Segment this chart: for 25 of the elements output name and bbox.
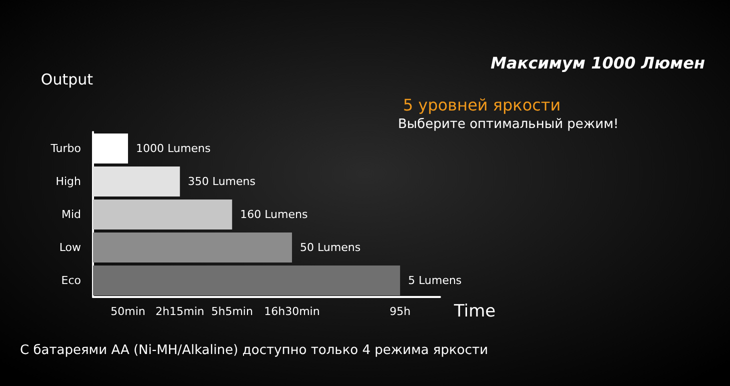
annotation: 50 Lumens bbox=[300, 241, 361, 254]
text: 5h5min bbox=[211, 305, 253, 318]
text: 16h30min bbox=[264, 305, 320, 318]
text: 5 уровней яркости bbox=[403, 96, 561, 114]
annotation: 160 Lumens bbox=[240, 208, 308, 221]
y-tick-label: Low bbox=[59, 241, 81, 254]
annotation: 1000 Lumens bbox=[136, 142, 211, 155]
y-tick-label: High bbox=[56, 175, 82, 188]
bar bbox=[93, 232, 292, 263]
y-axis-title: Output bbox=[40, 70, 94, 88]
text: 95h bbox=[390, 305, 411, 318]
y-tick-label: Mid bbox=[61, 208, 81, 221]
annotation: Выберите оптимальный режим! bbox=[398, 117, 619, 132]
text: Максимум 1000 Люмен bbox=[490, 54, 705, 72]
text: С батареями AA (Ni-MH/Alkaline) доступно только 4 режима яркости bbox=[20, 343, 488, 358]
text: 2h15min bbox=[156, 305, 204, 318]
annotation: 350 Lumens bbox=[188, 175, 256, 188]
y-tick-label: Turbo bbox=[50, 142, 82, 155]
bar bbox=[93, 265, 400, 296]
x-axis-title: Time bbox=[453, 302, 496, 322]
text: 50min bbox=[110, 305, 146, 318]
annotation: 5 Lumens bbox=[408, 274, 462, 287]
bar bbox=[93, 199, 232, 230]
y-tick-label: Eco bbox=[61, 274, 82, 287]
bar bbox=[93, 166, 180, 197]
